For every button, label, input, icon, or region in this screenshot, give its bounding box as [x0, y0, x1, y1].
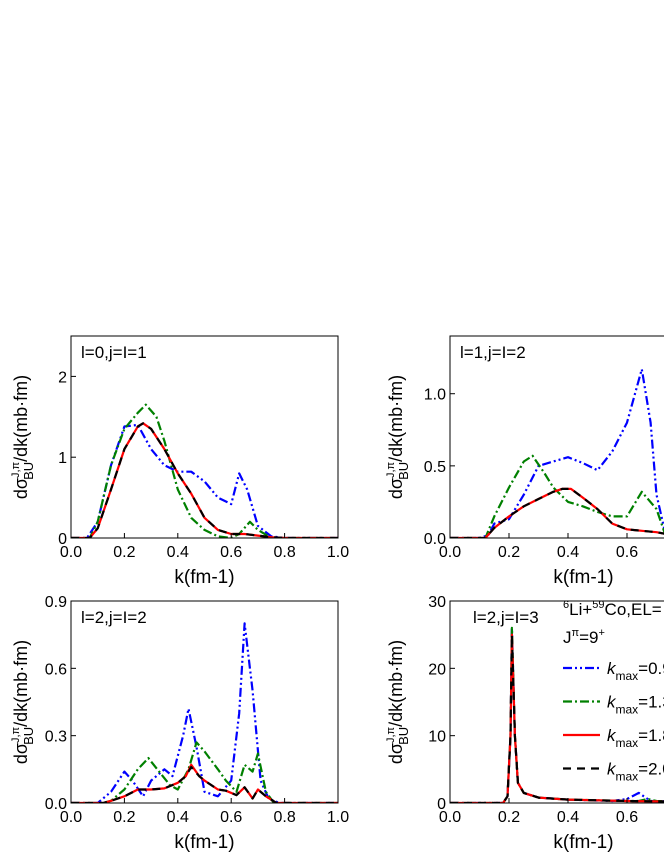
x-tick-label: 0.8 — [273, 544, 295, 561]
x-tick-label: 0.0 — [60, 809, 82, 826]
series-line-k09 — [71, 622, 338, 803]
series-line-k18 — [71, 763, 338, 803]
series-line-k09 — [71, 423, 338, 538]
series-line-k13 — [450, 454, 664, 538]
y-axis-label: dσJ,πBU/dk(mb·fm) — [385, 640, 411, 764]
x-tick-label: 0.4 — [167, 544, 189, 561]
panel-1: 0.0 0.2 0.4 0.6 0.8 1.0 0 1 2 k(fm-1) dσJ,πBU/dk(m… — [10, 335, 349, 588]
plot-frame — [449, 335, 664, 539]
y-label-rest: /dk(mb·fm) — [386, 640, 406, 727]
x-axis-label: k(fm-1) — [174, 832, 234, 853]
plot-frame — [70, 600, 339, 804]
y-tick-label: 0.0 — [45, 796, 67, 813]
plot-frame — [70, 335, 339, 539]
x-tick-label: 0.6 — [616, 544, 638, 561]
y-tick-label: 10 — [428, 729, 446, 746]
y-label-sub: BU — [396, 727, 411, 745]
series-line-k13 — [71, 403, 338, 538]
y-label-sup: J,π — [385, 461, 397, 478]
x-axis-label: k(fm-1) — [553, 567, 613, 588]
y-label-sup: J,π — [10, 461, 22, 478]
legend-reaction: 6Li+59Co,EL= — [563, 599, 662, 619]
x-tick-label: 0.2 — [498, 809, 520, 826]
series-line-k18 — [71, 422, 338, 538]
y-label-rest: /dk(mb·fm) — [386, 375, 406, 462]
y-label-main: dσ — [11, 743, 31, 764]
y-tick-label: 1 — [58, 450, 67, 467]
legend: 6Li+59Co,EL= Jπ=9+kmax=0.9 kmax=1.3 kmax=1.… — [563, 599, 664, 784]
x-tick-label: 0.2 — [498, 544, 520, 561]
y-label-rest: /dk(mb·fm) — [11, 375, 31, 462]
y-label-sup: J,π — [10, 726, 22, 743]
y-label-sub: BU — [21, 727, 36, 745]
x-tick-label: 0.2 — [113, 809, 135, 826]
y-tick-label: 0.9 — [45, 594, 67, 611]
series-line-k20 — [450, 633, 664, 803]
y-label-main: dσ — [386, 743, 406, 764]
panel-title: l=2,j=I=2 — [81, 608, 147, 627]
series-line-k13 — [71, 741, 338, 803]
x-tick-label: 0.2 — [113, 544, 135, 561]
panel-title: l=2,j=I=3 — [473, 608, 539, 627]
x-tick-label: 0.6 — [616, 809, 638, 826]
plot-frame — [449, 600, 664, 804]
x-tick-label: 0.6 — [220, 544, 242, 561]
y-tick-label: 0.0 — [424, 531, 446, 548]
legend-label-k20: kmax=2.0 — [607, 760, 664, 784]
y-axis-label: dσJ,πBU/dk(mb·fm) — [10, 640, 36, 764]
series-line-k09 — [450, 368, 664, 538]
y-tick-label: 20 — [428, 661, 446, 678]
legend-label-k13: kmax=1.3 — [607, 693, 664, 717]
panel-3: 0.0 0.2 0.4 0.6 0.8 1.0 0.0 0.3 0.6 0.9 k(fm-1) dσJ… — [10, 594, 349, 853]
y-label-sub: BU — [396, 462, 411, 480]
legend-label-k18: kmax=1.8 — [607, 726, 664, 750]
x-tick-label: 0.0 — [439, 544, 461, 561]
y-tick-label: 30 — [428, 594, 446, 611]
y-tick-label: 0.5 — [424, 459, 446, 476]
x-tick-label: 0.4 — [557, 809, 579, 826]
y-tick-label: 0.3 — [45, 729, 67, 746]
legend-jpi: Jπ=9+ — [563, 627, 605, 647]
y-axis-label: dσJ,πBU/dk(mb·fm) — [10, 375, 36, 499]
y-tick-label: 2 — [58, 369, 67, 386]
legend-label-k09: kmax=0.9 — [607, 659, 664, 683]
x-tick-label: 0.6 — [220, 809, 242, 826]
x-tick-label: 0.0 — [439, 809, 461, 826]
y-tick-label: 0 — [58, 531, 67, 548]
panel-2: 0.0 0.2 0.4 0.6 0.0 0.5 1.0 k(fm-1) dσJ,πBU/dk(m… — [385, 335, 664, 588]
x-axis-label: k(fm-1) — [553, 832, 613, 853]
x-tick-label: 0.0 — [60, 544, 82, 561]
series-line-k20 — [450, 487, 664, 538]
x-tick-label: 1.0 — [327, 809, 349, 826]
y-tick-label: 0.6 — [45, 661, 67, 678]
x-tick-label: 0.4 — [557, 544, 579, 561]
series-line-k20 — [71, 766, 338, 803]
x-axis-label: k(fm-1) — [174, 567, 234, 588]
panel-title: l=0,j=I=1 — [81, 343, 147, 362]
x-tick-label: 0.8 — [273, 809, 295, 826]
y-axis-label: dσJ,πBU/dk(mb·fm) — [385, 375, 411, 499]
y-tick-label: 1.0 — [424, 387, 446, 404]
y-label-rest: /dk(mb·fm) — [11, 640, 31, 727]
x-tick-label: 1.0 — [327, 544, 349, 561]
x-tick-label: 0.4 — [167, 809, 189, 826]
y-label-main: dσ — [386, 478, 406, 499]
y-label-sup: J,π — [385, 726, 397, 743]
series-line-k20 — [71, 422, 338, 538]
y-label-main: dσ — [11, 478, 31, 499]
y-tick-label: 0 — [437, 796, 446, 813]
panel-title: l=1,j=I=2 — [460, 343, 526, 362]
y-label-sub: BU — [21, 462, 36, 480]
panel-4: 0.0 0.2 0.4 0.6 0 10 20 30 k(fm-1) dσJ,πBU/dk(mb·… — [385, 594, 664, 853]
